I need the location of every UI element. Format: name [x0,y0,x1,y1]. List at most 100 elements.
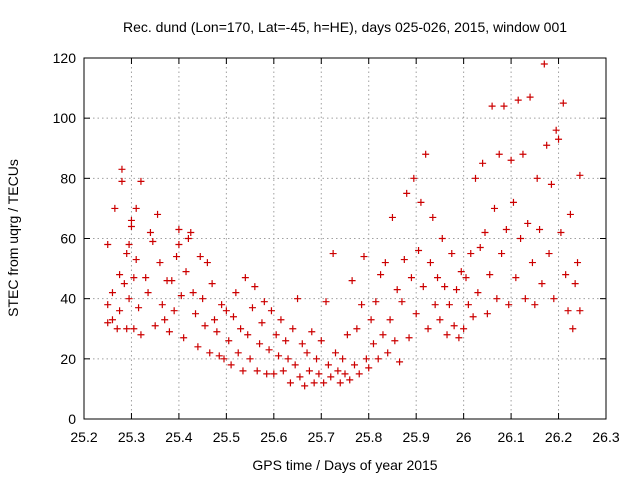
data-point [505,301,513,309]
data-point [348,277,356,285]
data-point [324,361,332,369]
data-point [398,298,406,306]
data-point [538,280,546,288]
data-point [296,373,304,381]
data-point [369,340,377,348]
data-point [289,325,297,333]
data-point [227,361,235,369]
data-point [481,228,489,236]
data-point [256,340,264,348]
data-point [566,210,574,218]
data-point [201,322,209,330]
data-point [234,349,242,357]
data-point [277,316,285,324]
data-point [175,225,183,233]
data-point [170,307,178,315]
data-point [215,352,223,360]
data-point [462,274,470,282]
data-point [509,198,517,206]
data-point [232,289,240,297]
data-point [104,241,112,249]
data-point [118,165,126,173]
data-point [422,150,430,158]
data-point [327,373,335,381]
data-point [118,177,126,185]
data-point [218,301,226,309]
data-point [562,271,570,279]
data-points [104,60,584,390]
y-tick-label: 80 [60,170,76,186]
data-point [557,228,565,236]
data-point [156,259,164,267]
data-point [443,331,451,339]
data-point [438,235,446,242]
data-point [445,301,453,309]
data-point [127,216,135,224]
data-point [377,271,385,279]
data-point [486,271,494,279]
data-point [379,331,387,339]
data-point [536,225,544,233]
data-point [137,177,145,185]
data-point [135,304,143,312]
data-point [453,286,461,294]
data-point [514,96,522,104]
x-tick-label: 25.6 [260,429,287,445]
data-point [448,250,456,258]
data-point [393,286,401,294]
data-point [199,295,207,303]
data-point [336,379,344,387]
data-point [405,334,413,342]
data-point [251,283,259,291]
data-point [412,310,420,318]
data-point [229,313,237,321]
data-point [571,280,579,288]
x-axis-label: GPS time / Days of year 2015 [252,457,437,473]
data-point [441,283,449,291]
data-point [339,355,347,363]
data-point [298,340,306,348]
data-point [498,250,506,258]
data-point [154,210,162,218]
data-point [211,316,218,324]
chart-title: Rec. dund (Lon=170, Lat=-45, h=HE), days… [123,19,567,35]
data-point [208,280,216,288]
data-point [322,298,330,306]
data-point [127,222,135,230]
data-point [203,259,211,267]
data-point [284,355,292,363]
data-point [125,295,133,303]
x-tick-label: 25.3 [118,429,145,445]
data-point [158,301,166,309]
data-point [474,289,482,297]
data-point [555,135,563,143]
x-tick-label: 25.9 [403,429,430,445]
data-point [206,349,214,357]
data-point [472,174,479,182]
data-point [146,228,154,236]
data-point [184,235,192,242]
data-point [460,325,468,333]
data-point [436,316,444,324]
data-point [244,331,252,339]
data-point [220,355,228,363]
data-point [365,364,373,372]
data-point [137,331,145,339]
data-point [267,307,275,315]
data-point [576,171,584,179]
data-point [512,274,520,282]
data-point [149,238,157,246]
data-point [576,307,584,315]
data-point [341,370,349,378]
data-point [569,325,577,333]
x-axis-ticks: 25.2 25.3 25.4 25.5 25.6 25.7 25.8 25.9 26 26.1 26… [70,58,620,445]
data-point [500,102,508,110]
data-point [391,337,399,345]
data-point [495,150,503,158]
data-point [424,325,432,333]
data-point [434,274,442,282]
data-point [182,268,190,276]
data-point [450,322,458,330]
data-point [415,247,423,255]
